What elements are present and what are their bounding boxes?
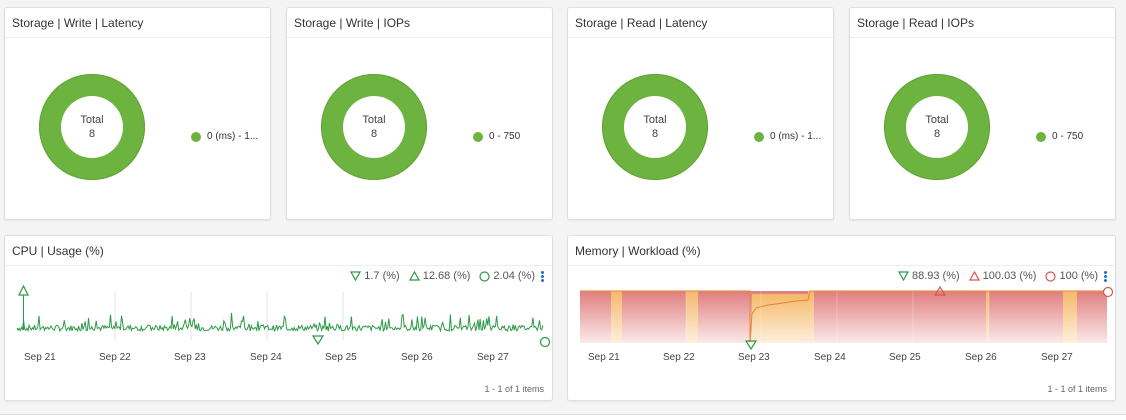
x-tick-label: Sep 27	[1041, 352, 1073, 363]
stat-min: 88.93 (%)	[897, 270, 960, 282]
triangle-down-icon	[897, 271, 909, 281]
max-marker-icon	[18, 284, 29, 296]
legend-dot-icon	[191, 131, 201, 142]
warning-band	[611, 291, 622, 343]
widget-storage-write-iops: Storage | Write | IOPs Total 8 0 - 750	[286, 7, 553, 220]
next-widget-edge	[0, 414, 1126, 420]
stat-current: 2.04 (%)	[479, 270, 535, 282]
donut-chart[interactable]: Total 8	[321, 74, 427, 180]
stat-min: 1.7 (%)	[350, 270, 400, 282]
donut-total-label: Total	[362, 114, 386, 126]
widget-title: Storage | Read | IOPs	[850, 8, 1115, 38]
widget-storage-read-latency: Storage | Read | Latency Total 8 0 (ms) -…	[567, 7, 834, 220]
x-tick-label: Sep 23	[174, 352, 206, 363]
legend-dot-icon	[754, 131, 764, 142]
legend-item[interactable]: 0 (ms) - 1...	[754, 131, 821, 142]
donut-chart[interactable]: Total 8	[884, 74, 990, 180]
warning-band	[686, 291, 698, 343]
x-tick-label: Sep 25	[325, 352, 357, 363]
legend-label: 0 (ms) - 1...	[770, 131, 822, 142]
x-tick-label: Sep 25	[889, 352, 921, 363]
donut-total-value: 8	[88, 128, 96, 140]
circle-icon	[1045, 270, 1057, 282]
circle-icon	[479, 270, 491, 282]
warning-zone	[752, 294, 810, 343]
stat-max: 12.68 (%)	[408, 270, 471, 282]
donut-chart[interactable]: Total 8	[602, 74, 708, 180]
stat-min-value: 88.93 (%)	[911, 270, 960, 282]
max-marker-icon	[933, 285, 947, 296]
widget-title: Storage | Write | Latency	[5, 8, 270, 38]
legend-dot-icon	[473, 131, 483, 142]
triangle-up-icon	[408, 271, 420, 281]
min-marker-icon	[311, 335, 325, 346]
x-tick-label: Sep 21	[588, 352, 620, 363]
donut-total-label: Total	[643, 114, 667, 126]
stat-min-value: 1.7 (%)	[364, 270, 400, 282]
legend-item[interactable]: 0 - 750	[1036, 131, 1083, 142]
widget-storage-write-latency: Storage | Write | Latency Total 8 0 (ms) …	[4, 7, 271, 220]
legend-dot-icon	[1036, 131, 1046, 142]
stats-bar: 1.7 (%) 12.68 (%) 2.04 (%)	[341, 270, 544, 282]
critical-zone	[580, 291, 1107, 343]
warning-band	[1063, 291, 1077, 343]
widget-title: Storage | Write | IOPs	[287, 8, 552, 38]
donut-total-value: 8	[651, 128, 659, 140]
stat-max-value: 100.03 (%)	[982, 270, 1037, 282]
x-tick-label: Sep 22	[99, 352, 131, 363]
widget-memory-workload: Memory | Workload (%) 88.93 (%) 100.03 (…	[567, 235, 1116, 401]
stat-max: 100.03 (%)	[968, 270, 1037, 282]
x-tick-label: Sep 22	[663, 352, 695, 363]
current-marker-icon	[1102, 286, 1114, 298]
widget-title: Memory | Workload (%)	[568, 236, 1115, 266]
x-tick-label: Sep 21	[24, 352, 56, 363]
cpu-series-line	[16, 312, 544, 333]
x-tick-label: Sep 26	[965, 352, 997, 363]
widget-storage-read-iops: Storage | Read | IOPs Total 8 0 - 750	[849, 7, 1116, 220]
legend-label: 0 (ms) - 1...	[207, 131, 259, 142]
donut-total-value: 8	[370, 128, 378, 140]
legend-label: 0 - 750	[1052, 131, 1084, 142]
kebab-menu-icon[interactable]	[1104, 270, 1107, 282]
pagination-info: 1 - 1 of 1 items	[1047, 384, 1107, 394]
kebab-menu-icon[interactable]	[541, 270, 544, 282]
x-tick-label: Sep 24	[814, 352, 846, 363]
x-tick-label: Sep 27	[477, 352, 509, 363]
widget-title: CPU | Usage (%)	[5, 236, 552, 266]
triangle-up-icon	[968, 271, 980, 281]
cpu-usage-chart[interactable]	[5, 284, 552, 350]
warning-band	[808, 291, 814, 343]
current-marker-icon	[539, 336, 551, 348]
stats-bar: 88.93 (%) 100.03 (%) 100 (%)	[889, 270, 1107, 282]
widget-cpu-usage: CPU | Usage (%) 1.7 (%) 12.68 (%) 2.04 (…	[4, 235, 553, 401]
x-tick-label: Sep 23	[738, 352, 770, 363]
donut-total-value: 8	[933, 128, 941, 140]
memory-series-line	[580, 290, 1107, 343]
stat-current-value: 100 (%)	[1059, 270, 1098, 282]
donut-total-label: Total	[925, 114, 949, 126]
pagination-info: 1 - 1 of 1 items	[484, 384, 544, 394]
donut-total-label: Total	[80, 114, 104, 126]
x-tick-label: Sep 26	[401, 352, 433, 363]
stat-current-value: 2.04 (%)	[493, 270, 535, 282]
x-tick-label: Sep 24	[250, 352, 282, 363]
donut-chart[interactable]: Total 8	[39, 74, 145, 180]
min-marker-icon	[744, 340, 758, 350]
legend-label: 0 - 750	[489, 131, 521, 142]
stat-current: 100 (%)	[1045, 270, 1098, 282]
legend-item[interactable]: 0 - 750	[473, 131, 520, 142]
legend-item[interactable]: 0 (ms) - 1...	[191, 131, 258, 142]
memory-workload-chart[interactable]	[568, 284, 1115, 350]
stat-max-value: 12.68 (%)	[422, 270, 471, 282]
widget-title: Storage | Read | Latency	[568, 8, 833, 38]
warning-band	[986, 291, 989, 343]
triangle-down-icon	[350, 271, 362, 281]
